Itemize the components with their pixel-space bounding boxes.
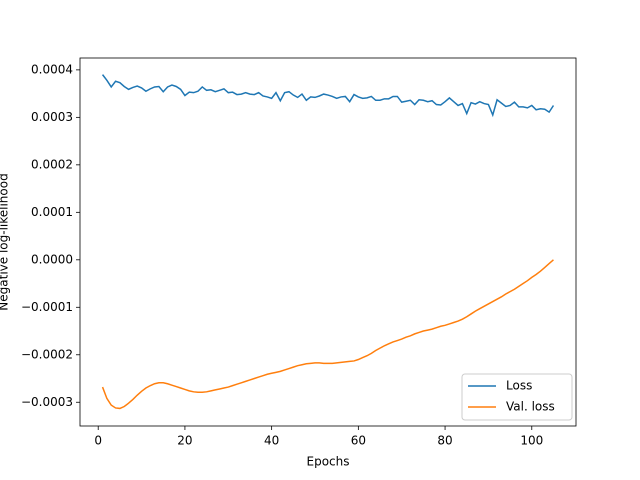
y-tick-label: 0.0004 — [31, 62, 73, 76]
y-tick-label: 0.0003 — [31, 110, 73, 124]
line-series — [101, 259, 554, 410]
x-tick-label: 80 — [437, 434, 452, 448]
y-tick-label: 0.0000 — [31, 252, 73, 266]
y-tick-label: −0.0002 — [21, 347, 73, 361]
y-tick-label: 0.0001 — [31, 205, 73, 219]
plot-frame — [79, 57, 577, 427]
x-tick-label: 100 — [520, 434, 543, 448]
line-series — [101, 74, 555, 118]
x-tick-label: 0 — [94, 434, 102, 448]
y-tick-label: 0.0002 — [31, 157, 73, 171]
legend-label: Loss — [506, 379, 532, 393]
y-tick-label: −0.0003 — [21, 395, 73, 409]
x-tick-label: 20 — [177, 434, 192, 448]
x-tick-label: 40 — [264, 434, 279, 448]
y-tick-label: −0.0001 — [21, 300, 73, 314]
x-tick-label: 60 — [351, 434, 366, 448]
x-axis-label: Epochs — [307, 455, 350, 469]
y-axis-label: Negative log-likelihood — [0, 173, 11, 310]
legend-label: Val. loss — [506, 400, 555, 414]
